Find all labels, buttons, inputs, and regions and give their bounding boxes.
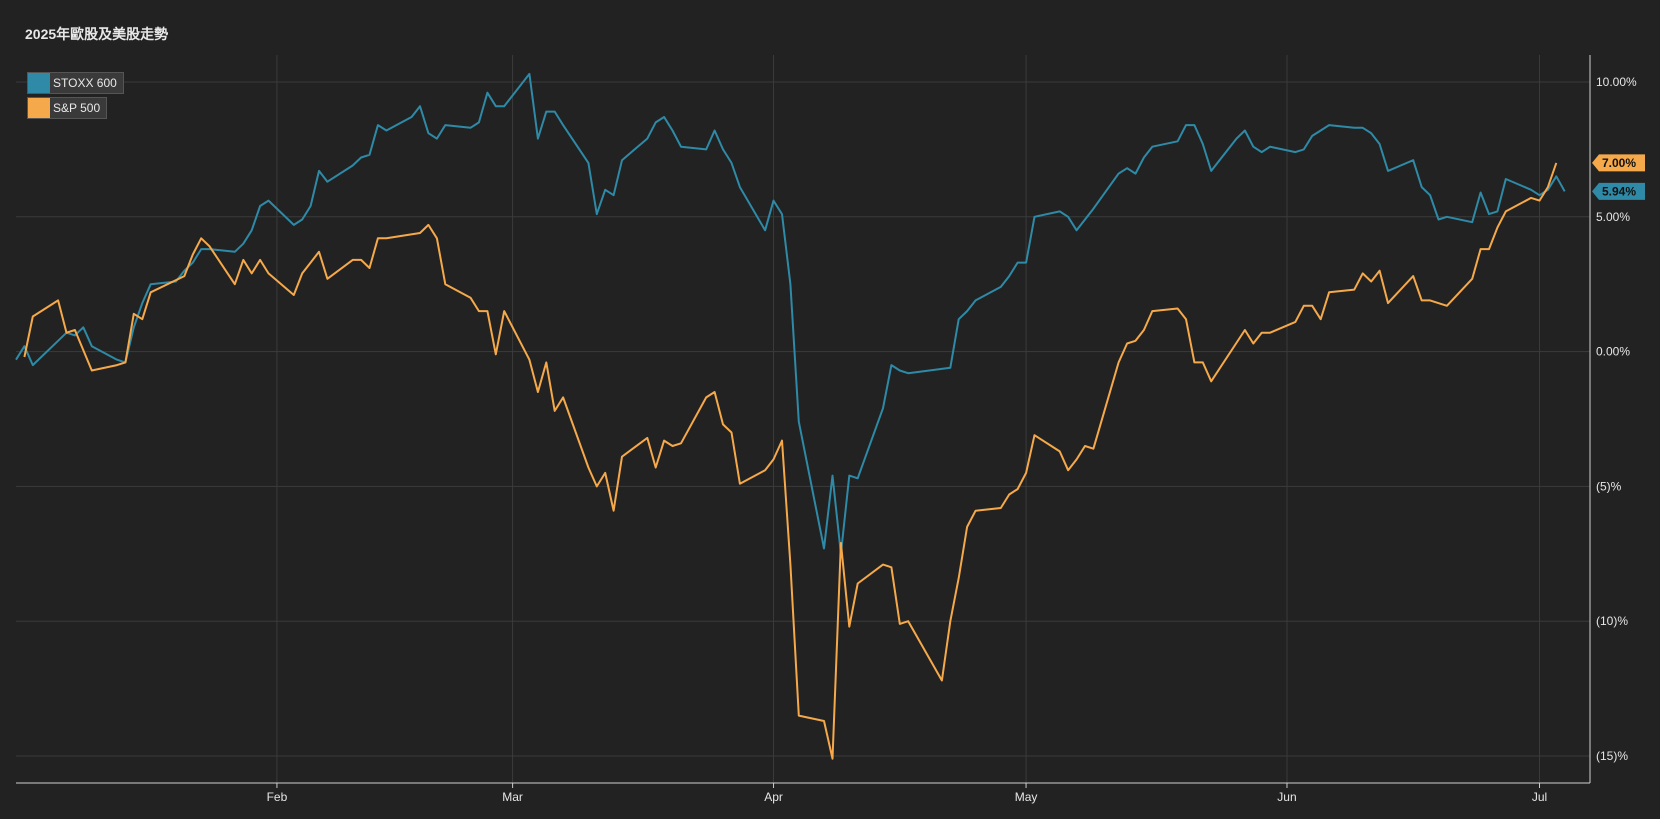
x-tick-label: Jun xyxy=(1277,790,1296,804)
end-value-badge: 5.94% xyxy=(1592,182,1645,200)
y-tick-label: (15)% xyxy=(1596,749,1628,763)
axes xyxy=(16,55,1591,788)
x-tick-label: Apr xyxy=(764,790,783,804)
chart-title: 2025年歐股及美股走勢 xyxy=(25,26,169,42)
end-value-label: 5.94% xyxy=(1602,184,1636,198)
end-value-badges: 5.94% 7.00% xyxy=(1592,154,1645,200)
y-tick-label: 0.00% xyxy=(1596,345,1630,359)
end-value-label: 7.00% xyxy=(1602,156,1636,170)
end-value-badge-shape xyxy=(1592,154,1645,172)
legend-swatch-sp500 xyxy=(28,98,50,118)
legend-item-stoxx600[interactable]: STOXX 600 xyxy=(27,72,124,94)
tick-labels: 10.00% 5.00% 0.00% (5)% (10)% (15)% Feb Mar Apr M… xyxy=(267,75,1637,804)
legend-label: S&P 500 xyxy=(53,101,101,115)
chart-legend: STOXX 600 S&P 500 xyxy=(27,72,124,122)
series-line-stoxx600[interactable] xyxy=(15,72,1566,555)
y-tick-label: 5.00% xyxy=(1596,210,1630,224)
x-tick-label: Mar xyxy=(502,790,523,804)
y-tick-label: (5)% xyxy=(1596,479,1622,493)
legend-item-sp500[interactable]: S&P 500 xyxy=(27,97,108,119)
end-value-badge: 7.00% xyxy=(1592,154,1645,172)
series-lines xyxy=(15,72,1566,760)
legend-label: STOXX 600 xyxy=(53,76,117,90)
y-tick-label: (10)% xyxy=(1596,614,1628,628)
series-line-sp500[interactable] xyxy=(23,162,1558,760)
grid-lines xyxy=(16,55,1590,783)
x-tick-label: Feb xyxy=(267,790,288,804)
end-value-badge-shape xyxy=(1592,182,1645,200)
x-tick-label: Jul xyxy=(1532,790,1547,804)
x-tick-label: May xyxy=(1015,790,1038,804)
legend-swatch-stoxx600 xyxy=(28,73,50,93)
y-tick-label: 10.00% xyxy=(1596,75,1637,89)
